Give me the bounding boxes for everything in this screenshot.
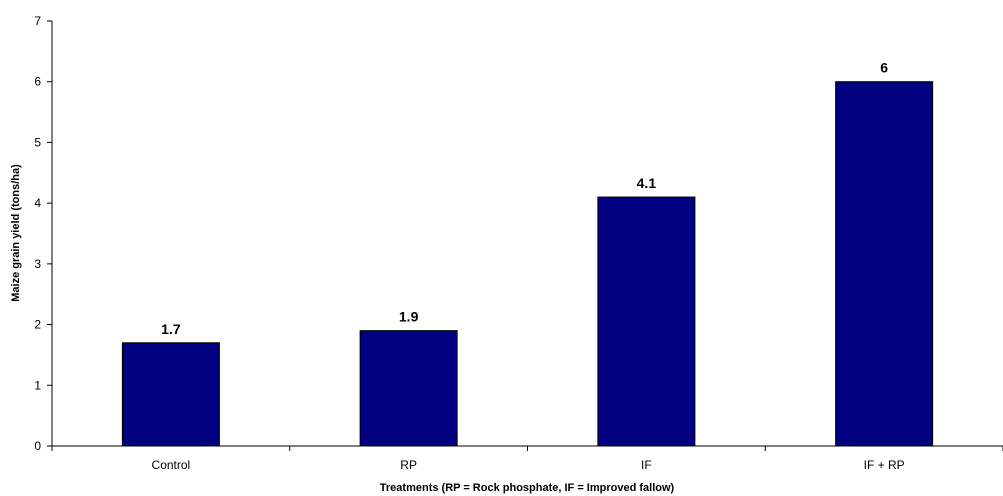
bars-group	[122, 82, 932, 446]
bar-control	[122, 343, 219, 446]
y-tick-label: 5	[34, 135, 41, 149]
y-tick-label: 2	[34, 318, 41, 332]
bar-value-label: 1.9	[399, 309, 419, 325]
bar-if	[598, 197, 695, 446]
x-category-label: Control	[152, 458, 191, 472]
bar-rp	[360, 331, 457, 446]
y-tick-label: 4	[34, 196, 41, 210]
y-axis-title: Maize grain yield (tons/ha)	[10, 164, 22, 302]
bar-if-rp	[836, 82, 933, 446]
y-tick-label: 3	[34, 257, 41, 271]
y-tick-label: 6	[34, 75, 41, 89]
bar-value-label: 1.7	[161, 321, 181, 337]
x-category-label: IF	[641, 458, 652, 472]
x-axis-title: Treatments (RP = Rock phosphate, IF = Im…	[380, 482, 675, 494]
bar-value-label: 6	[880, 60, 888, 76]
data-labels-group: 1.7 1.9 4.1 6	[161, 60, 888, 337]
x-category-label: IF + RP	[864, 458, 905, 472]
x-category-label: RP	[400, 458, 417, 472]
y-tick-label: 7	[34, 14, 41, 28]
x-ticks-group: Control RP IF IF + RP	[52, 446, 1003, 472]
y-ticks-group: 0 1 2 3 4 5 6 7	[34, 14, 52, 453]
y-tick-label: 0	[34, 439, 41, 453]
y-tick-label: 1	[34, 378, 41, 392]
bar-value-label: 4.1	[637, 175, 657, 191]
